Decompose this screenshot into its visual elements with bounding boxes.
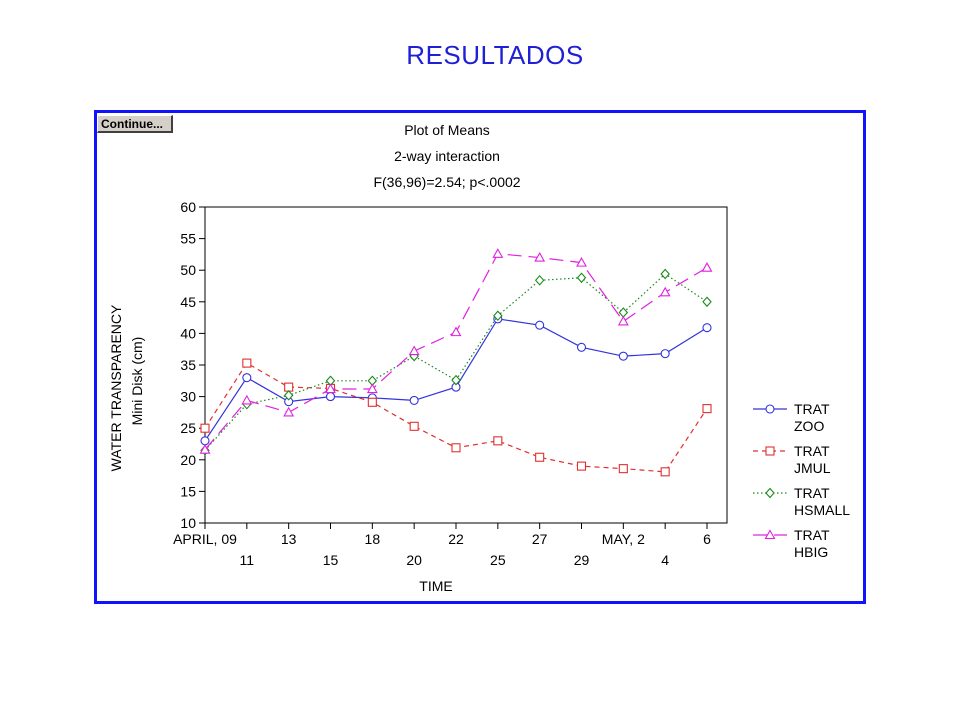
y-tick-label: 35 xyxy=(180,357,196,373)
chart-title-line-3: F(36,96)=2.54; p<.0002 xyxy=(373,174,520,190)
data-point-zoo xyxy=(535,320,545,330)
series-line-hsmall xyxy=(204,273,708,451)
data-point-hbig xyxy=(576,256,587,267)
data-point-hbig xyxy=(534,251,546,262)
y-tick-label: 50 xyxy=(180,262,196,278)
y-tick-label: 45 xyxy=(180,294,196,310)
legend-label: HSMALL xyxy=(794,502,850,518)
legend-marker-zoo xyxy=(765,404,775,414)
x-tick-label: 27 xyxy=(532,531,548,547)
x-tick-label: 6 xyxy=(703,531,711,547)
y-tick-label: 25 xyxy=(180,420,196,436)
data-point-jmul xyxy=(200,423,210,433)
y-tick-label: 20 xyxy=(180,452,196,468)
data-point-hsmall xyxy=(702,296,712,308)
x-tick-label: 13 xyxy=(281,531,297,547)
x-tick-label: 20 xyxy=(406,552,422,568)
data-point-zoo xyxy=(702,323,712,333)
y-axis-label-secondary: Mini Disk (cm) xyxy=(129,337,145,426)
data-point-hbig xyxy=(325,383,336,394)
y-tick-label: 10 xyxy=(180,515,196,531)
x-tick-label: 22 xyxy=(448,531,464,547)
legend-label: TRAT xyxy=(794,527,830,543)
chart-title-line-1: Plot of Means xyxy=(404,122,490,138)
y-tick-label: 40 xyxy=(180,325,196,341)
legend-label: TRAT xyxy=(794,401,830,417)
data-point-jmul xyxy=(367,397,377,407)
x-tick-label: 18 xyxy=(365,531,381,547)
legend-marker-jmul xyxy=(765,446,775,456)
data-point-hbig xyxy=(450,326,462,337)
data-point-jmul xyxy=(409,421,419,431)
data-point-hbig xyxy=(199,444,211,454)
x-tick-label: APRIL, 09 xyxy=(173,531,237,547)
x-tick-label: MAY, 2 xyxy=(602,531,645,547)
legend-label: TRAT xyxy=(794,443,830,459)
data-point-hbig xyxy=(659,286,671,297)
x-tick-label: 29 xyxy=(574,552,590,568)
x-axis-label: TIME xyxy=(419,578,452,594)
data-point-hsmall xyxy=(534,274,545,286)
plot-of-means-chart: Plot of Means 2-way interaction F(36,96)=2… xyxy=(108,122,850,594)
data-point-hbig xyxy=(492,248,504,258)
data-point-hsmall xyxy=(576,272,587,284)
data-point-zoo xyxy=(576,342,587,352)
series-line-hbig xyxy=(204,253,708,451)
legend-label: JMUL xyxy=(794,460,831,476)
data-point-hsmall xyxy=(660,268,670,280)
legend-marker-hsmall xyxy=(765,487,775,499)
data-point-jmul xyxy=(702,404,712,414)
data-point-hbig xyxy=(408,345,420,356)
data-point-hbig xyxy=(366,383,378,394)
data-point-hsmall xyxy=(493,310,503,322)
data-point-jmul xyxy=(535,452,545,462)
data-point-hbig xyxy=(241,394,253,405)
data-point-zoo xyxy=(200,436,210,446)
data-point-zoo xyxy=(409,395,419,405)
legend-label: TRAT xyxy=(794,485,830,501)
data-point-zoo xyxy=(660,349,670,359)
y-tick-label: 60 xyxy=(180,199,196,215)
x-tick-label: 11 xyxy=(240,552,255,568)
data-point-hbig xyxy=(617,315,629,326)
data-point-jmul xyxy=(618,464,628,474)
x-tick-label: 25 xyxy=(490,552,506,568)
data-point-zoo xyxy=(242,373,252,383)
data-point-jmul xyxy=(451,443,461,453)
data-point-hsmall xyxy=(451,374,461,386)
y-axis-label: WATER TRANSPARENCY xyxy=(108,304,124,471)
data-point-zoo xyxy=(325,392,336,402)
y-tick-label: 55 xyxy=(180,231,196,247)
data-point-hbig xyxy=(701,262,713,272)
plot-area xyxy=(204,206,728,524)
y-tick-label: 30 xyxy=(180,389,196,405)
data-point-zoo xyxy=(618,351,628,361)
y-tick-label: 15 xyxy=(180,483,196,499)
data-point-jmul xyxy=(284,382,294,392)
data-point-jmul xyxy=(660,467,670,477)
legend-label: ZOO xyxy=(794,418,824,434)
data-point-jmul xyxy=(576,461,587,471)
chart-window: Continue... Plot of Means 2-way interacti… xyxy=(94,110,866,604)
chart-title-line-2: 2-way interaction xyxy=(394,148,500,164)
legend-label: HBIG xyxy=(794,544,828,560)
data-point-jmul xyxy=(493,436,503,446)
continue-button[interactable]: Continue... xyxy=(97,115,173,133)
data-point-hbig xyxy=(283,406,295,417)
data-point-hsmall xyxy=(283,390,294,401)
x-tick-label: 4 xyxy=(661,552,669,568)
x-tick-label: 15 xyxy=(323,552,339,568)
slide-title: RESULTADOS xyxy=(406,40,584,70)
legend-marker-hbig xyxy=(764,529,776,540)
data-point-jmul xyxy=(242,358,252,368)
